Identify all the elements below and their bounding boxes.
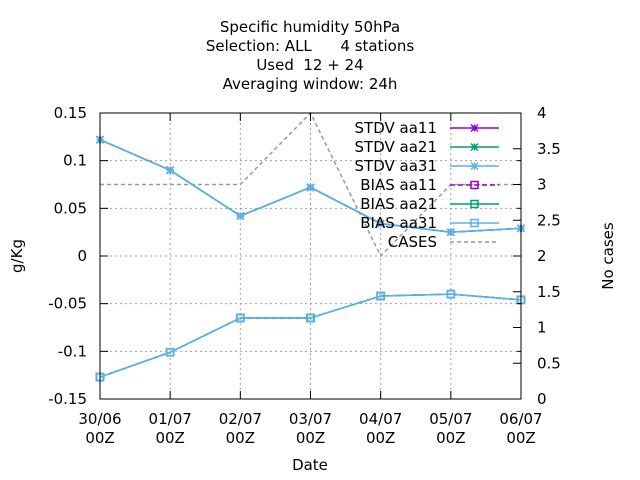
x-tick-label: 00Z	[506, 429, 535, 447]
y-tick-label: -0.15	[48, 390, 87, 408]
x-tick-label: 00Z	[296, 429, 325, 447]
title-line: Specific humidity 50hPa	[220, 18, 400, 36]
data-point	[165, 348, 175, 357]
x-tick-label: 01/07	[149, 410, 192, 428]
y-tick-label: -0.1	[58, 342, 87, 360]
x-tick-label: 02/07	[219, 410, 262, 428]
legend-label: CASES	[388, 233, 437, 251]
y-tick-label: 0.1	[63, 152, 87, 170]
legend-label: STDV aa21	[355, 138, 437, 156]
x-axis: 30/0600Z01/0700Z02/0700Z03/0700Z04/0700Z…	[78, 113, 543, 447]
y2-tick-label: 0	[537, 390, 547, 408]
y2-axis: 4 3.5 3 2.5 2 1.5 1 0.5 0	[513, 104, 561, 408]
x-tick-label: 00Z	[85, 429, 114, 447]
legend-marker	[470, 180, 479, 190]
legend-marker	[470, 218, 479, 228]
title-line: Selection: ALL 4 stations	[206, 37, 414, 55]
x-tick-label: 04/07	[359, 410, 402, 428]
x-tick-label: 30/06	[78, 410, 121, 428]
y-axis: 0.15 0.1 0.05 0 -0.05 -0.1 -0.15	[48, 104, 521, 408]
data-point	[446, 289, 456, 299]
y-tick-label: 0.15	[54, 104, 87, 122]
legend-marker	[470, 199, 479, 209]
data-point	[236, 313, 245, 323]
data-point	[446, 228, 455, 237]
y2-tick-label: 4	[537, 104, 547, 122]
data-point	[306, 313, 315, 323]
legend-label: BIAS aa31	[360, 214, 437, 232]
legend-label: BIAS aa11	[360, 176, 437, 194]
title-line: Averaging window: 24h	[223, 75, 398, 93]
legend-label: BIAS aa21	[360, 195, 437, 213]
y2-tick-label: 1.5	[537, 283, 561, 301]
y-axis-label: g/Kg	[8, 239, 26, 273]
x-axis-label: Date	[292, 456, 328, 474]
x-tick-label: 00Z	[226, 429, 255, 447]
data-point	[306, 183, 315, 192]
y2-axis-label: No cases	[599, 222, 617, 290]
legend-label: STDV aa11	[355, 119, 437, 137]
title-line: Used 12 + 24	[256, 56, 363, 74]
plot-area	[95, 111, 526, 382]
legend-marker	[470, 123, 479, 133]
y-tick-label: 0	[77, 247, 87, 265]
legend-marker	[470, 161, 479, 171]
x-tick-label: 03/07	[289, 410, 332, 428]
legend-marker	[470, 142, 479, 152]
y2-tick-label: 3.5	[537, 140, 561, 158]
y-tick-label: -0.05	[48, 295, 87, 313]
x-tick-label: 00Z	[366, 429, 395, 447]
legend-label: STDV aa31	[355, 157, 437, 175]
y2-tick-label: 3	[537, 176, 547, 194]
data-point	[236, 211, 245, 220]
data-point	[166, 166, 175, 175]
x-tick-label: 06/07	[499, 410, 542, 428]
data-point	[376, 291, 385, 301]
series-line	[99, 293, 522, 378]
x-tick-label: 00Z	[436, 429, 465, 447]
data-point	[376, 219, 385, 228]
x-tick-label: 05/07	[429, 410, 472, 428]
y2-tick-label: 2	[537, 247, 547, 265]
x-tick-label: 00Z	[155, 429, 184, 447]
y-tick-label: 0.05	[54, 199, 87, 217]
grid	[100, 112, 521, 400]
y2-tick-label: 0.5	[537, 354, 561, 372]
y2-tick-label: 2.5	[537, 211, 561, 229]
y2-tick-label: 1	[537, 319, 547, 337]
